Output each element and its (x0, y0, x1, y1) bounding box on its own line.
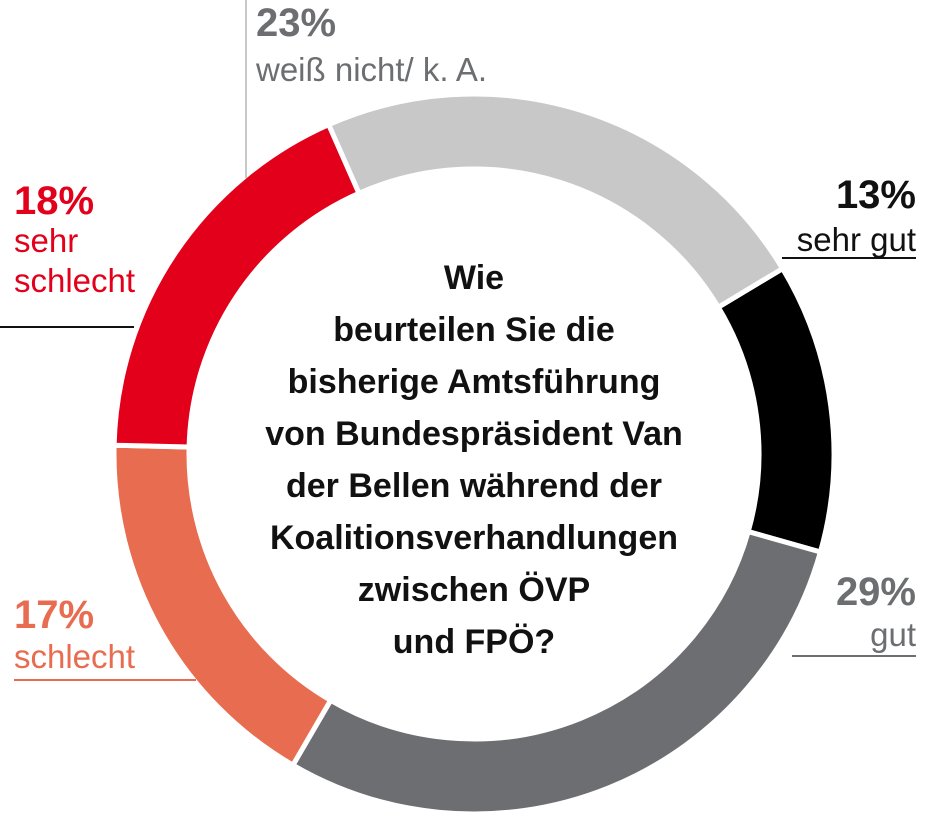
slice-label-sehr-gut: sehr gut (797, 221, 916, 258)
value-label-sehr-gut: 13% (836, 173, 916, 217)
chart-title: Wie beurteilen Sie die bisherige Amtsfüh… (236, 252, 712, 668)
title-line: Wie (443, 259, 505, 297)
title-line: beurteilen Sie die (333, 311, 615, 349)
value-label-sehr-schlecht: 18% (14, 179, 94, 223)
value-label-gut: 29% (836, 570, 916, 614)
value-label-schlecht: 17% (14, 593, 94, 637)
title-line: und FPÖ? (392, 623, 556, 661)
slice-weiß-nicht-k-a (325, 91, 787, 311)
slice-label-weiss-nicht: weiß nicht/ k. A. (255, 51, 487, 88)
title-line: zwischen ÖVP (357, 571, 591, 609)
title-line: von Bundespräsident Van (265, 415, 683, 453)
slice-label-schlecht: schlecht (14, 638, 135, 675)
slice-sehr-gut (714, 265, 837, 556)
title-line: Koalitionsverhandlungen (269, 519, 679, 557)
slice-label-sehr-schlecht-line2: schlecht (14, 262, 135, 299)
slice-gut (289, 528, 824, 817)
slice-label-sehr-schlecht-line1: sehr (14, 222, 78, 259)
value-label-weiss-nicht: 23% (256, 1, 336, 45)
title-line: der Bellen während der (286, 467, 662, 505)
slice-label-gut: gut (870, 616, 916, 653)
title-line: bisherige Amtsführung (287, 363, 661, 401)
